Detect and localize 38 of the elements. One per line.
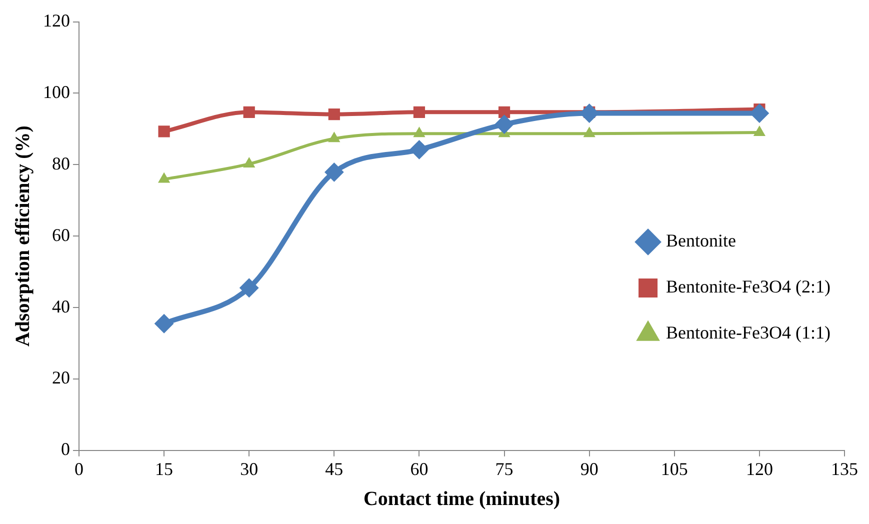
x-tick-label: 90 — [580, 458, 598, 479]
y-tick-label: 120 — [43, 10, 70, 31]
point — [324, 162, 344, 182]
x-tick-label: 75 — [495, 458, 514, 479]
point — [494, 114, 514, 134]
x-tick-label: 45 — [325, 458, 344, 479]
y-tick-label: 0 — [61, 439, 70, 460]
x-tick-label: 60 — [410, 458, 428, 479]
point — [498, 106, 510, 118]
x-tick-label: 120 — [746, 458, 773, 479]
point — [328, 108, 340, 120]
x-tick-label: 0 — [74, 458, 84, 479]
point — [413, 106, 426, 118]
y-tick-label: 20 — [52, 368, 70, 388]
y-tick-label: 100 — [43, 82, 70, 102]
y-tick-label: 40 — [52, 296, 70, 316]
y-axis-title: Adsorption efficiency (%) — [12, 126, 34, 347]
y-tick-label: 60 — [52, 224, 70, 245]
point — [754, 126, 766, 136]
point — [584, 127, 596, 138]
x-tick-label: 30 — [240, 458, 258, 479]
point — [243, 106, 255, 118]
legend-label: Bentonite-Fe3O4 (2:1) — [666, 276, 831, 297]
point — [240, 278, 259, 298]
point — [154, 314, 174, 334]
point — [328, 132, 340, 142]
x-axis-title: Contact time (minutes) — [363, 488, 560, 510]
legend-label: Bentonite-Fe3O4 (1:1) — [666, 322, 831, 343]
point — [158, 126, 170, 138]
y-tick-label: 80 — [52, 153, 70, 174]
point — [158, 172, 170, 183]
point — [410, 140, 429, 160]
x-tick-label: 135 — [831, 458, 858, 479]
legend-label: Bentonite — [666, 230, 736, 251]
point — [414, 127, 425, 138]
x-tick-label: 105 — [660, 458, 688, 479]
x-tick-label: 15 — [155, 458, 174, 479]
point — [243, 157, 255, 168]
